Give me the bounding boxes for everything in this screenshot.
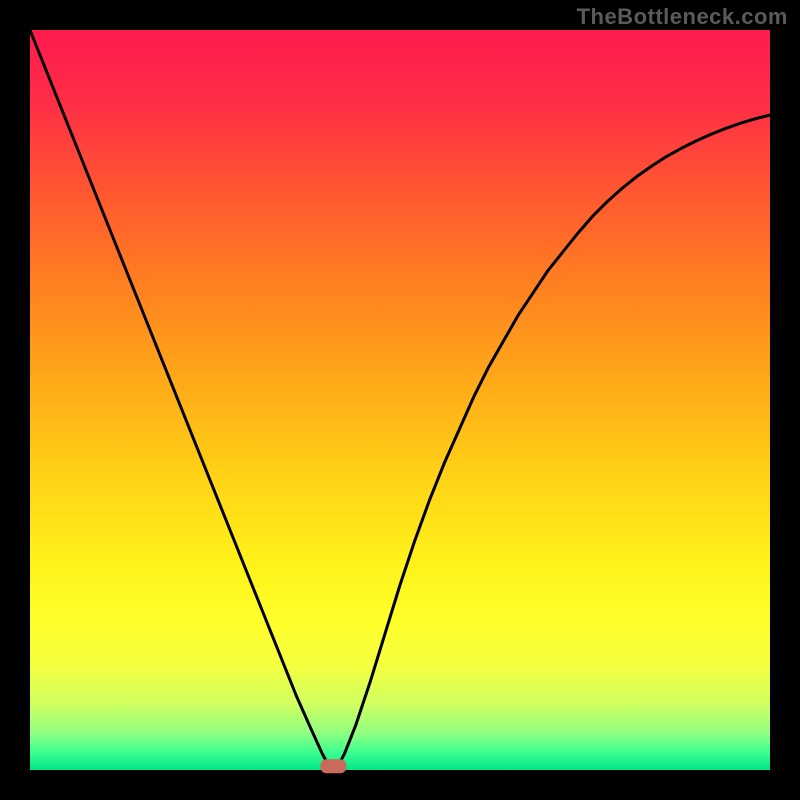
plot-background — [30, 30, 770, 770]
chart-container: { "watermark": { "text": "TheBottleneck.… — [0, 0, 800, 800]
minimum-marker — [320, 759, 346, 773]
bottleneck-chart — [0, 0, 800, 800]
watermark-label: TheBottleneck.com — [577, 4, 788, 30]
